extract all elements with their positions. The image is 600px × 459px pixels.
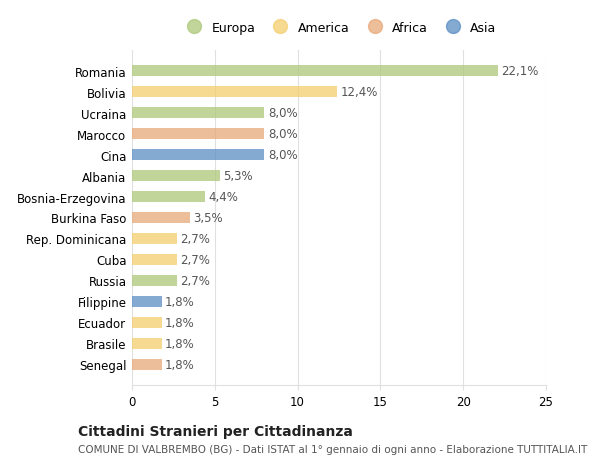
Bar [132,317,162,329]
Text: Cittadini Stranieri per Cittadinanza: Cittadini Stranieri per Cittadinanza [78,425,353,438]
Text: 2,7%: 2,7% [180,274,210,287]
Text: 2,7%: 2,7% [180,253,210,266]
Bar [132,338,162,349]
Text: 2,7%: 2,7% [180,232,210,246]
Text: 8,0%: 8,0% [268,149,298,162]
Bar [132,254,177,266]
Bar [132,107,265,119]
Text: 4,4%: 4,4% [208,190,238,204]
Bar [132,191,205,203]
Text: 22,1%: 22,1% [501,65,539,78]
Bar [132,150,265,161]
Text: COMUNE DI VALBREMBO (BG) - Dati ISTAT al 1° gennaio di ogni anno - Elaborazione : COMUNE DI VALBREMBO (BG) - Dati ISTAT al… [78,444,587,454]
Bar [132,129,265,140]
Text: 1,8%: 1,8% [165,316,195,329]
Text: 1,8%: 1,8% [165,295,195,308]
Bar [132,233,177,245]
Legend: Europa, America, Africa, Asia: Europa, America, Africa, Asia [176,17,502,39]
Text: 5,3%: 5,3% [223,170,253,183]
Bar [132,359,162,370]
Bar [132,296,162,308]
Text: 8,0%: 8,0% [268,107,298,120]
Text: 12,4%: 12,4% [341,86,378,99]
Bar [132,275,177,286]
Text: 1,8%: 1,8% [165,358,195,371]
Text: 1,8%: 1,8% [165,337,195,350]
Text: 3,5%: 3,5% [193,212,223,224]
Bar [132,170,220,182]
Text: 8,0%: 8,0% [268,128,298,141]
Bar [132,212,190,224]
Bar [132,66,498,77]
Bar [132,87,337,98]
